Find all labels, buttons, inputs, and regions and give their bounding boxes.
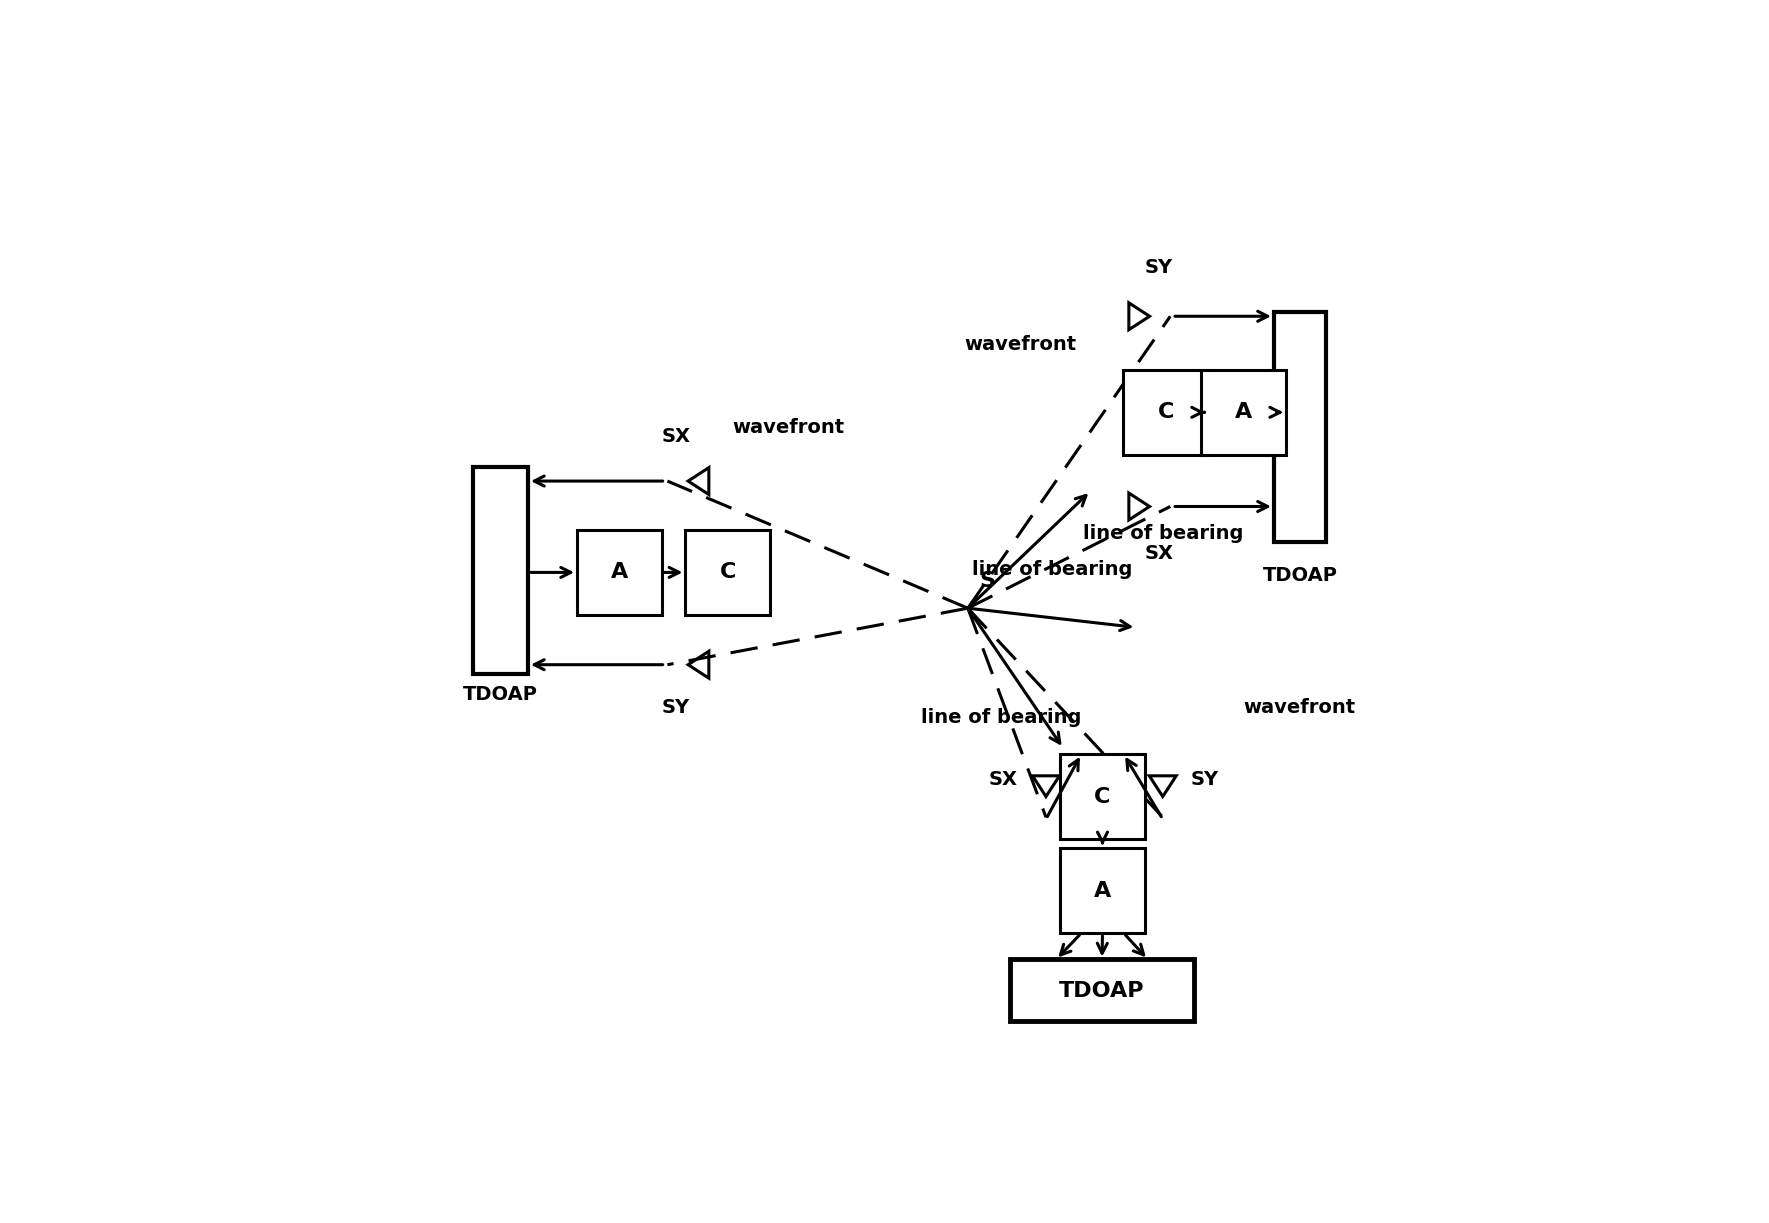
Text: SY: SY (1191, 770, 1219, 789)
Text: wavefront: wavefront (964, 335, 1076, 353)
Bar (1274, 312, 1325, 542)
Bar (474, 467, 527, 674)
Text: SX: SX (1145, 544, 1173, 563)
Text: line of bearing: line of bearing (920, 708, 1081, 728)
Text: C: C (1095, 786, 1111, 806)
Bar (1123, 369, 1208, 455)
Text: SX: SX (662, 427, 690, 446)
Text: A: A (1093, 881, 1111, 900)
Bar (685, 530, 770, 615)
Text: TDOAP: TDOAP (463, 685, 538, 704)
Text: SY: SY (662, 697, 690, 717)
Bar (1060, 755, 1145, 839)
Text: SX: SX (989, 770, 1017, 789)
Text: S: S (978, 571, 996, 591)
Text: line of bearing: line of bearing (971, 560, 1132, 578)
Bar (1060, 849, 1145, 933)
Text: C: C (720, 563, 736, 582)
Text: wavefront: wavefront (1244, 697, 1355, 717)
Text: wavefront: wavefront (732, 418, 844, 437)
Text: A: A (610, 563, 628, 582)
Text: line of bearing: line of bearing (1083, 525, 1244, 543)
Bar (577, 530, 662, 615)
Text: TDOAP: TDOAP (1060, 981, 1145, 1000)
Bar (1010, 960, 1194, 1021)
Text: A: A (1235, 402, 1252, 422)
Text: SY: SY (1145, 258, 1173, 276)
Bar (1201, 369, 1286, 455)
Text: TDOAP: TDOAP (1263, 566, 1337, 585)
Text: C: C (1157, 402, 1175, 422)
